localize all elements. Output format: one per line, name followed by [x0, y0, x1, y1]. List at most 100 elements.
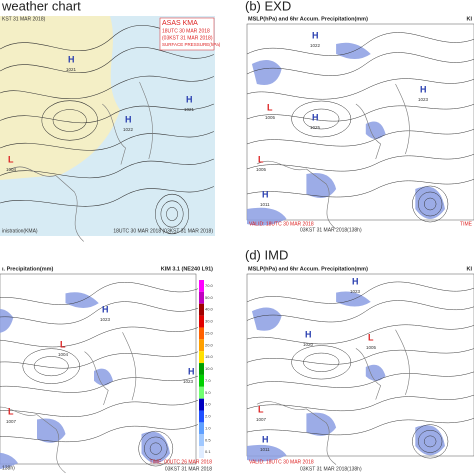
colorbar-swatch [199, 339, 204, 352]
center-value: 1022 [310, 43, 321, 48]
panel-label: (d) IMD [245, 247, 288, 262]
colorbar-swatch [199, 291, 204, 304]
center-value: 1005 [265, 115, 276, 120]
center-value: 1023 [350, 289, 361, 294]
valid-time: VALID: 18UTC 30 MAR 2018 [249, 221, 314, 227]
center-value: 1005 [256, 167, 267, 172]
model-name: KIM 3.1 (NE240 L91) [161, 266, 213, 272]
top-note: KST 31 MAR 2018) [2, 16, 46, 22]
colorbar-label: 7.0 [205, 378, 211, 383]
valid-time: VALID: 18UTC 30 MAR 2018 [249, 459, 314, 465]
center-value: 1004 [58, 352, 69, 357]
center-type: L [60, 339, 66, 349]
map-frame [0, 273, 197, 465]
box-text: ASAS KMA [162, 20, 198, 27]
box-text: SURFACE PRESSURE(hPa) [162, 42, 221, 47]
center-value: 1021 [66, 67, 77, 72]
colorbar-label: 2.0 [205, 414, 211, 419]
colorbar-label: 40.0 [205, 307, 214, 312]
colorbar-label: 70.0 [205, 283, 214, 288]
colorbar-label: 10.0 [205, 366, 214, 371]
colorbar: 70.0 50.0 40.0 30.0 25.0 20.0 15.0 10.0 7.0 5.0 3.… [199, 280, 214, 458]
colorbar-swatch [199, 315, 204, 328]
center-type: L [368, 332, 374, 342]
colorbar-label: 15.0 [205, 354, 214, 359]
center-type: L [258, 154, 264, 164]
init-time: 03KST 31 MAR 2018 [165, 466, 212, 472]
center-type: H [186, 94, 193, 104]
center-value: 1005 [366, 345, 377, 350]
box-text: 18UTC 30 MAR 2018 [162, 28, 210, 34]
panel-label: (b) EXD [245, 0, 291, 13]
center-type: H [262, 434, 269, 444]
box-text: (03KST 31 MAR 2018) [162, 35, 213, 41]
center-type: H [352, 276, 359, 286]
colorbar-swatch [199, 398, 204, 411]
footer: inistration(KMA) [2, 228, 38, 234]
center-type: L [8, 154, 14, 164]
center-value: 1007 [6, 419, 17, 424]
center-type: H [125, 114, 132, 124]
panel-c: ı. Precipitation(mm) KIM 3.1 (NE240 L91)… [0, 266, 214, 474]
center-value: 1025 [310, 125, 321, 130]
colorbar-label: 0.1 [205, 449, 211, 454]
center-type: L [267, 102, 273, 112]
panel-header: MSLP(hPa) and 6hr Accum. Precipitation(m… [248, 266, 368, 272]
init-time: 03KST 31 MAR 2018(138h) [300, 227, 362, 233]
colorbar-swatch [199, 280, 204, 292]
colorbar-swatch [199, 351, 204, 364]
center-type: H [102, 304, 109, 314]
model-name: KI [467, 266, 473, 272]
center-type: H [262, 189, 269, 199]
colorbar-label: 0.5 [205, 437, 211, 442]
center-value: 1023 [183, 379, 194, 384]
panel-header: MSLP(hPa) and 6hr Accum. Precipitation(m… [248, 16, 368, 22]
colorbar-label: 1.0 [205, 425, 211, 430]
center-value: 1023 [418, 97, 429, 102]
footer: 18UTC 30 MAR 2018 (03KST 31 MAR 2018) [113, 228, 213, 234]
colorbar-label: 3.0 [205, 402, 211, 407]
colorbar-label: 50.0 [205, 295, 214, 300]
center-type: H [68, 54, 75, 64]
colorbar-swatch [199, 410, 204, 423]
colorbar-label: 20.0 [205, 342, 214, 347]
center-type: H [305, 329, 312, 339]
panel-header: ı. Precipitation(mm) [2, 266, 54, 272]
center-value: 1021 [184, 107, 195, 112]
colorbar-swatch [199, 446, 204, 458]
center-type: H [420, 84, 427, 94]
info-box [159, 17, 215, 51]
colorbar-swatch [199, 303, 204, 316]
colorbar-label: 30.0 [205, 319, 214, 324]
colorbar-swatch [199, 434, 204, 447]
center-type: H [312, 30, 319, 40]
center-value: 1004 [6, 167, 17, 172]
colorbar-swatch [199, 327, 204, 340]
center-value: 1007 [256, 417, 267, 422]
center-value: 1020 [303, 342, 314, 347]
panel-a: weather chart KST 31 MAR 2018) ASAS KMA … [0, 0, 221, 242]
center-type: H [312, 112, 319, 122]
center-value: 1022 [123, 127, 134, 132]
model-name: KI [467, 16, 473, 22]
panel-label: weather chart [1, 0, 81, 13]
center-type: L [8, 406, 14, 416]
colorbar-swatch [199, 386, 204, 399]
left-note: 138h) [2, 465, 15, 471]
colorbar-swatch [199, 363, 204, 375]
time-label: TIME: 00UTC 26 MAR 2018 [149, 459, 212, 465]
colorbar-label: 5.0 [205, 390, 211, 395]
center-type: H [188, 366, 195, 376]
panel-b: (b) EXD MSLP(hPa) and 6hr Accum. Precipi… [245, 0, 474, 233]
center-value: 1023 [100, 317, 111, 322]
time-label: TIME [460, 221, 473, 227]
init-time: 03KST 31 MAR 2018(138h) [300, 466, 362, 472]
colorbar-label: 25.0 [205, 330, 214, 335]
panel-d: (d) IMD MSLP(hPa) and 6hr Accum. Precipi… [245, 247, 474, 472]
center-value: 1011 [260, 447, 270, 452]
center-value: 1011 [260, 202, 270, 207]
colorbar-swatch [199, 374, 204, 387]
center-type: L [258, 404, 264, 414]
colorbar-swatch [199, 422, 204, 435]
